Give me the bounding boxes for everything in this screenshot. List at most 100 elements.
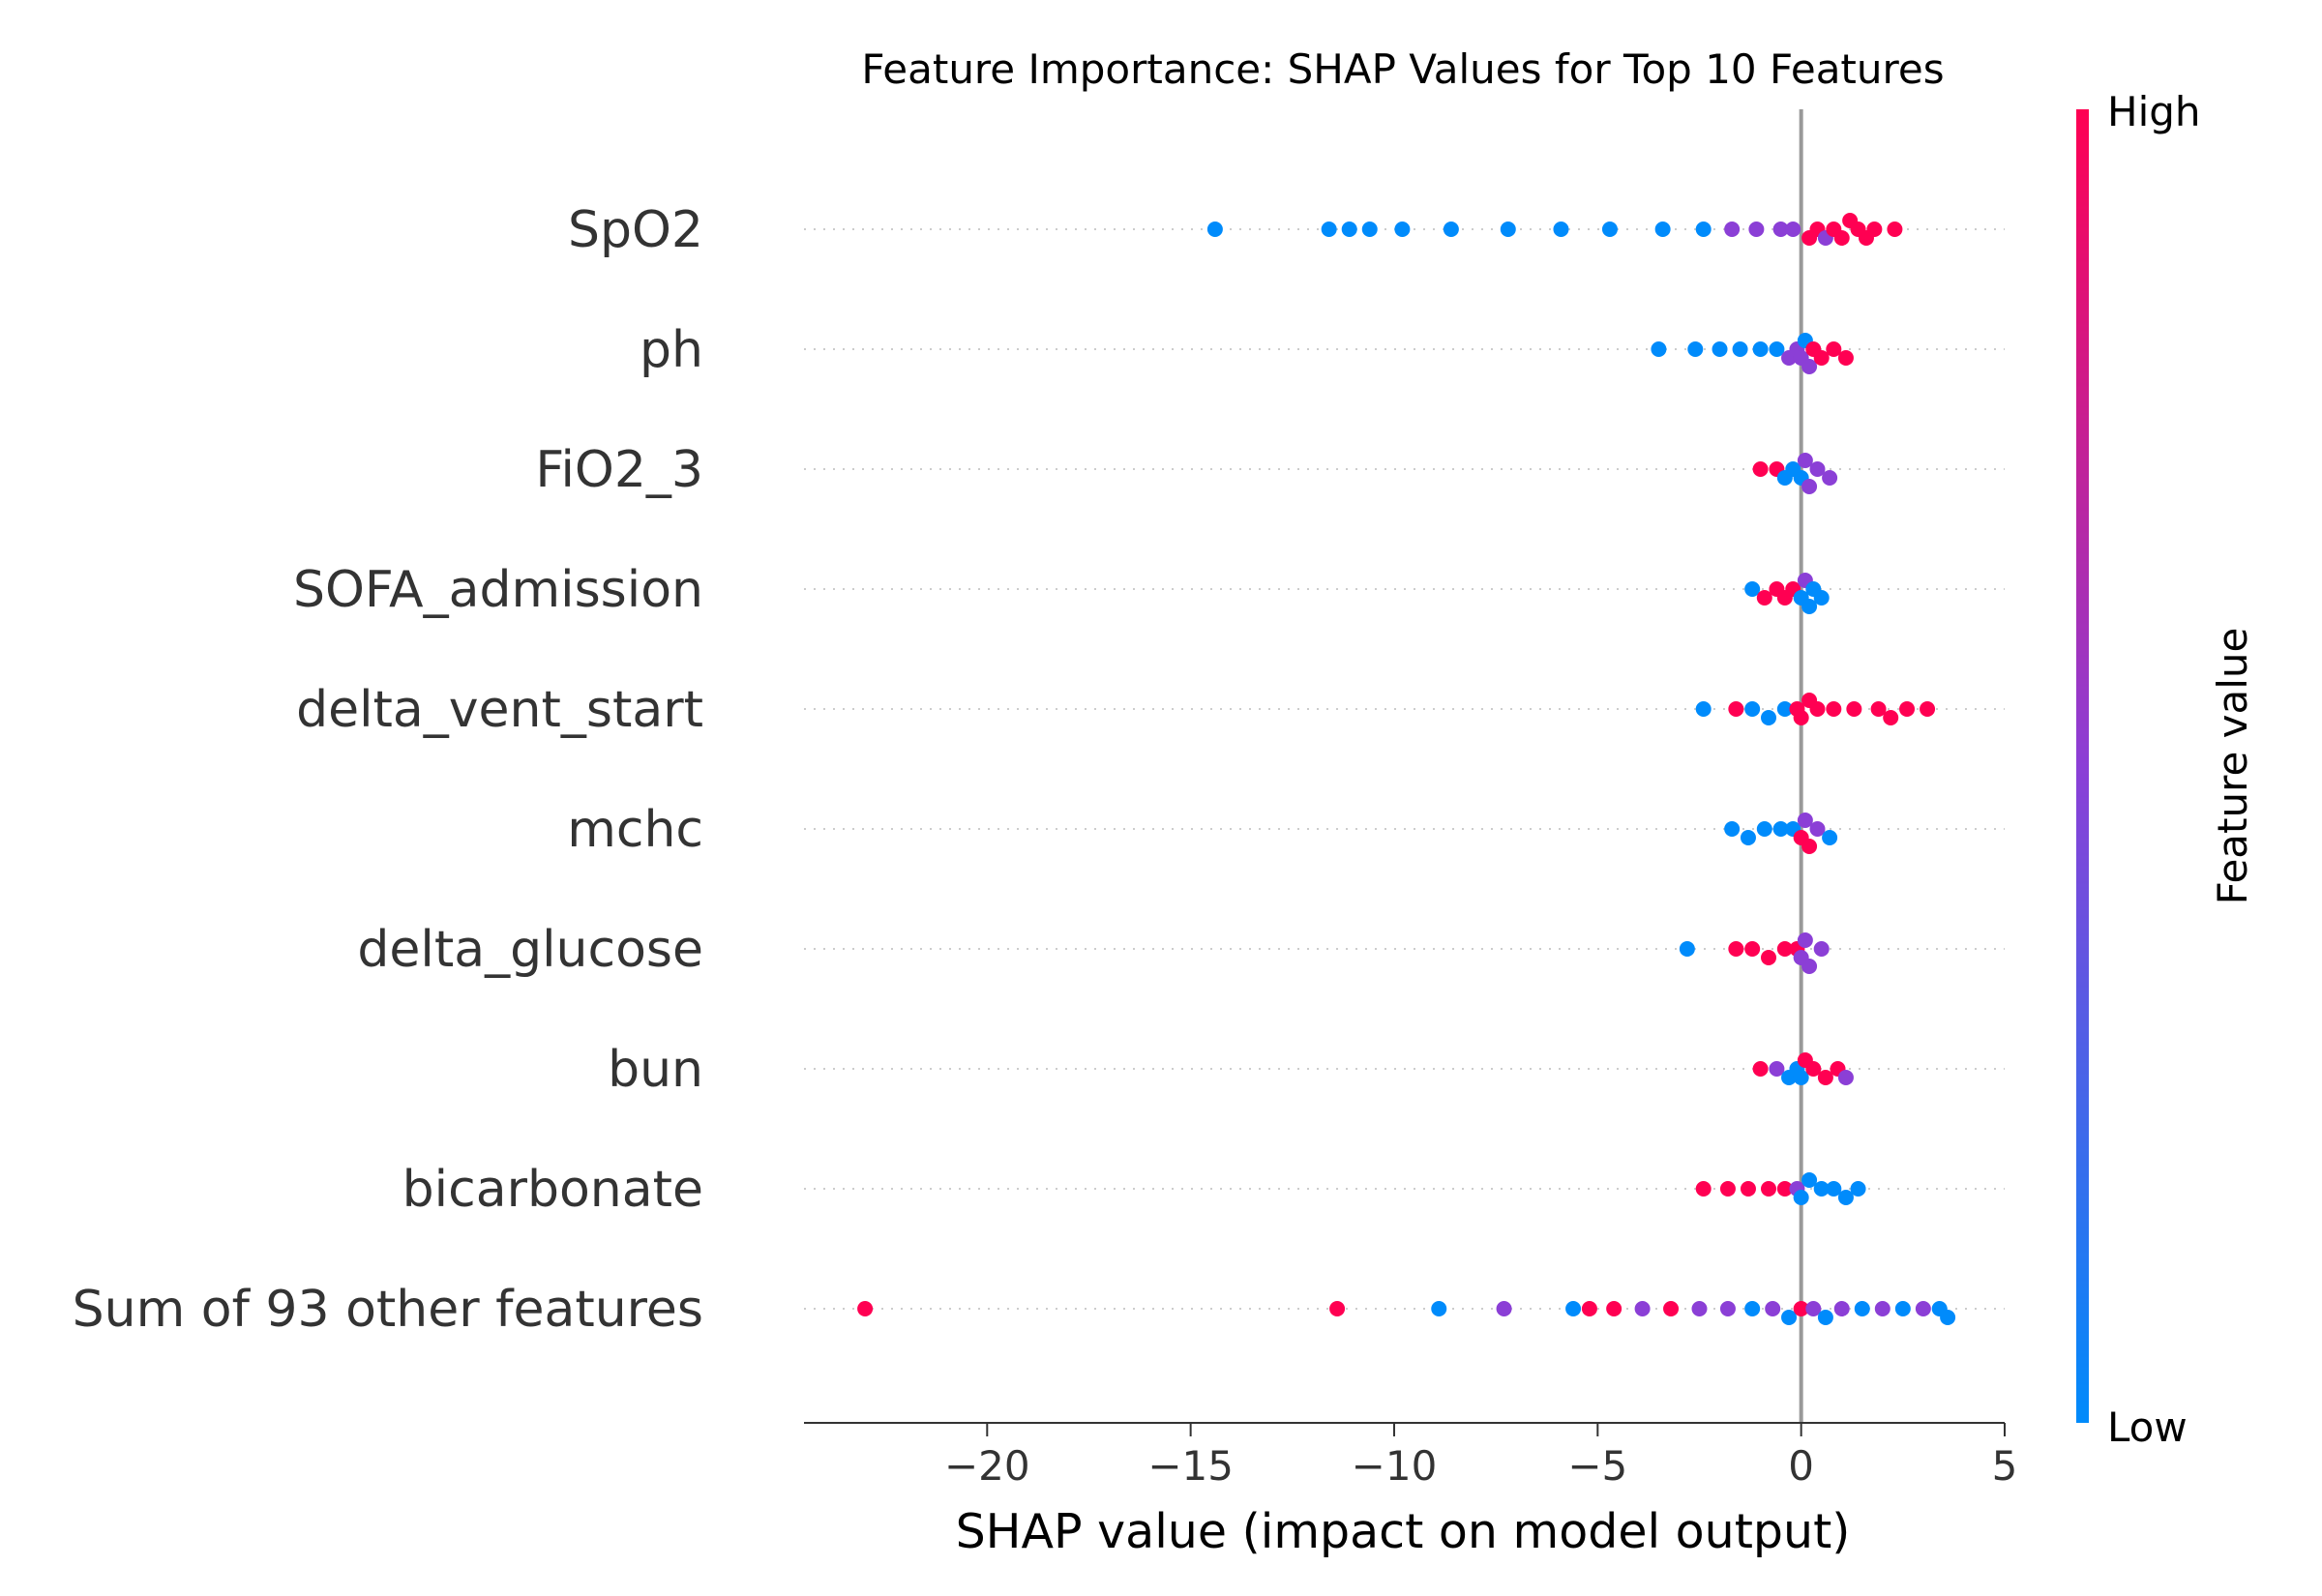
shap-point xyxy=(1801,1172,1818,1188)
shap-point xyxy=(1781,1310,1798,1325)
shap-point xyxy=(1854,1301,1870,1316)
shap-point xyxy=(1728,941,1744,957)
shap-point xyxy=(1206,222,1223,237)
shap-point xyxy=(1651,341,1667,357)
shap-point xyxy=(1797,453,1813,468)
shap-point xyxy=(1769,341,1785,357)
shap-point xyxy=(857,1301,874,1316)
x-tick-label: 0 xyxy=(1788,1442,1814,1490)
feature-label: SOFA_admission xyxy=(293,561,703,619)
shap-point xyxy=(1813,1181,1830,1197)
row-gridlines xyxy=(804,228,2005,1310)
shap-point xyxy=(1712,341,1728,357)
shap-point xyxy=(1744,1301,1761,1316)
shap-point xyxy=(1866,222,1883,237)
shap-point xyxy=(1769,1061,1785,1077)
shap-point xyxy=(1833,230,1850,246)
shap-point xyxy=(1724,821,1741,837)
feature-labels: SpO2 ph FiO2_3 SOFA_admission delta_vent_sta… xyxy=(73,201,703,1339)
shap-point xyxy=(1744,941,1761,957)
shap-point xyxy=(1740,830,1756,845)
shap-point xyxy=(1695,222,1712,237)
shap-point xyxy=(1809,701,1826,717)
x-tick-label: 5 xyxy=(1992,1442,2018,1490)
feature-label: FiO2_3 xyxy=(535,441,703,499)
shap-point xyxy=(1772,821,1789,837)
shap-point xyxy=(1756,821,1772,837)
feature-label: bun xyxy=(608,1041,703,1099)
shap-point xyxy=(1797,813,1813,828)
shap-point xyxy=(1496,1301,1512,1316)
shap-point xyxy=(1719,1181,1736,1197)
shap-point xyxy=(1837,350,1854,366)
feature-label: Sum of 93 other features xyxy=(73,1281,703,1339)
shap-point xyxy=(1776,701,1793,717)
x-axis-label: SHAP value (impact on model output) xyxy=(956,1504,1851,1559)
shap-point xyxy=(1874,1301,1890,1316)
shap-point xyxy=(1805,1301,1822,1316)
shap-point xyxy=(1940,1310,1956,1325)
shap-point xyxy=(1793,1190,1809,1205)
shap-point xyxy=(1329,1301,1346,1316)
shap-point xyxy=(1752,461,1769,477)
shap-point xyxy=(1443,222,1459,237)
shap-point xyxy=(1761,710,1777,725)
shap-point xyxy=(1837,1190,1854,1205)
shap-point xyxy=(1793,1301,1809,1316)
colorbar xyxy=(2076,109,2089,1423)
shap-point xyxy=(1654,222,1671,237)
shap-point xyxy=(1846,701,1862,717)
shap-point xyxy=(1870,701,1887,717)
shap-point xyxy=(1785,222,1801,237)
shap-point xyxy=(1805,1061,1822,1077)
shap-point xyxy=(1887,222,1903,237)
shap-point xyxy=(1752,341,1769,357)
x-tick-label: −10 xyxy=(1352,1442,1438,1490)
shap-point xyxy=(1752,1061,1769,1077)
shap-point xyxy=(1553,222,1569,237)
shap-point xyxy=(1772,222,1789,237)
shap-point xyxy=(1833,1301,1850,1316)
shap-point xyxy=(1761,950,1777,965)
shap-point xyxy=(1394,222,1411,237)
shap-point xyxy=(1679,941,1695,957)
shap-point xyxy=(1687,341,1704,357)
shap-point xyxy=(1817,1070,1833,1085)
shap-point xyxy=(1761,1181,1777,1197)
shap-point xyxy=(1793,710,1809,725)
shap-point xyxy=(1744,701,1761,717)
colorbar-low-label: Low xyxy=(2107,1404,2188,1451)
shap-point xyxy=(1899,701,1916,717)
shap-point xyxy=(1894,1301,1911,1316)
x-tick-label: −20 xyxy=(944,1442,1030,1490)
shap-point xyxy=(1606,1301,1622,1316)
shap-point xyxy=(1728,701,1744,717)
feature-label: delta_vent_start xyxy=(296,681,703,739)
shap-point xyxy=(1817,1310,1833,1325)
shap-point xyxy=(1748,222,1765,237)
points-layer xyxy=(857,213,1956,1325)
shap-point xyxy=(1431,1301,1447,1316)
shap-point xyxy=(1634,1301,1651,1316)
feature-label: delta_glucose xyxy=(357,921,703,979)
shap-point xyxy=(1744,581,1761,597)
shap-point xyxy=(1813,350,1830,366)
shap-point xyxy=(1695,1181,1712,1197)
shap-point xyxy=(1813,590,1830,606)
colorbar-high-label: High xyxy=(2107,88,2201,135)
shap-point xyxy=(1691,1301,1708,1316)
chart-title: Feature Importance: SHAP Values for Top … xyxy=(861,45,1944,93)
shap-point xyxy=(1801,599,1818,614)
shap-point xyxy=(1801,839,1818,854)
shap-point xyxy=(1776,941,1793,957)
feature-label: ph xyxy=(640,321,703,379)
shap-point xyxy=(1797,932,1813,948)
shap-point xyxy=(1321,222,1337,237)
shap-point xyxy=(1565,1301,1582,1316)
shap-point xyxy=(1500,222,1516,237)
shap-point xyxy=(1915,1301,1931,1316)
shap-point xyxy=(1740,1181,1756,1197)
shap-point xyxy=(1765,1301,1781,1316)
shap-point xyxy=(1850,1181,1866,1197)
shap-point xyxy=(1809,461,1826,477)
